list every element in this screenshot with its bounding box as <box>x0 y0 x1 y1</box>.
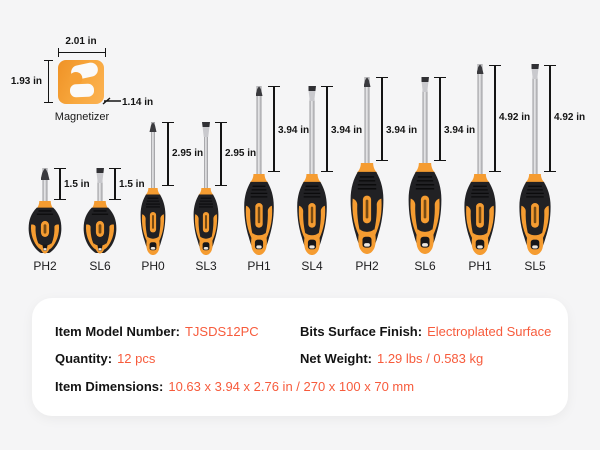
dimension-bracket <box>162 122 174 186</box>
screwdriver-9: 4.92 in PH1 <box>440 0 530 450</box>
tip-size-label: SL4 <box>301 259 323 273</box>
dimension-bracket <box>489 65 501 172</box>
phillips-tip <box>255 86 263 96</box>
magnetizer-photo <box>58 60 104 104</box>
tip-size-label: PH1 <box>247 259 271 273</box>
screwdriver-6: 3.94 in SL4 <box>272 0 362 450</box>
screwdriver-shaft <box>421 77 429 165</box>
spec-quantity-value: 12 pcs <box>117 351 156 366</box>
screwdriver-shaft <box>255 86 263 175</box>
shaft-length-label: 3.94 in <box>386 125 418 136</box>
screwdriver-2: 1.5 in SL6 <box>60 0 145 450</box>
tip-size-label: SL3 <box>195 259 217 273</box>
shaft-length-label: 1.5 in <box>119 179 145 190</box>
spec-quantity-label: Quantity: <box>55 351 113 366</box>
tip-size-label: PH0 <box>141 259 165 273</box>
spec-weight-label: Net Weight: <box>300 351 372 366</box>
dimension-bracket <box>109 168 121 200</box>
screwdriver-shaft <box>40 168 50 202</box>
screwdriver-shaft <box>96 168 104 202</box>
screwdriver-4: 2.95 in SL3 <box>166 0 256 450</box>
screwdriver-shaft <box>202 122 210 189</box>
screwdriver-7: 3.94 in PH2 <box>327 0 417 450</box>
dimension-bracket <box>434 77 446 161</box>
phillips-tip <box>363 77 371 87</box>
spec-quantity: Quantity: 12 pcs <box>55 351 155 367</box>
shaft-length-label: 1.5 in <box>64 179 90 190</box>
magnetizer-name-label: Magnetizer <box>54 111 110 123</box>
screwdriver-8: 3.94 in SL6 <box>385 0 475 450</box>
tip-size-label: SL6 <box>89 259 111 273</box>
shaft-length-label: 4.92 in <box>554 112 586 123</box>
magnetizer-height-label: 1.93 in <box>10 76 42 87</box>
spec-model-label: Item Model Number: <box>55 324 180 339</box>
slotted-tip <box>421 77 429 92</box>
tip-size-label: PH2 <box>33 259 57 273</box>
shaft-length-label: 2.95 in <box>172 148 204 159</box>
screwdriver-shaft <box>531 64 539 175</box>
shaft-length-label: 4.92 in <box>499 112 531 123</box>
spec-finish: Bits Surface Finish: Electroplated Surfac… <box>300 324 551 340</box>
spec-dimensions-label: Item Dimensions: <box>55 379 164 394</box>
shaft-length-label: 3.94 in <box>278 125 310 136</box>
magnetizer-width-label: 2.01 in <box>65 36 97 47</box>
screwdriver-handle <box>191 188 222 255</box>
dimension-bracket <box>376 77 388 161</box>
magnetizer-height-line <box>44 60 53 103</box>
magnetizer-depth-label: 1.14 in <box>122 97 154 108</box>
screwdriver-5: 3.94 in PH1 <box>219 0 309 450</box>
magnetizer-width-line <box>58 48 106 57</box>
spec-weight-value: 1.29 lbs / 0.583 kg <box>376 351 484 366</box>
spec-weight: Net Weight: 1.29 lbs / 0.583 kg <box>300 351 483 367</box>
spec-model-value: TJSDS12PC <box>184 324 259 339</box>
magnetizer-depth-leader <box>102 97 121 105</box>
spec-finish-value: Electroplated Surface <box>427 324 552 339</box>
phillips-tip <box>476 64 484 74</box>
shaft-length-label: 3.94 in <box>444 125 476 136</box>
spec-dimensions: Item Dimensions: 10.63 x 3.94 x 2.76 in /… <box>55 379 414 395</box>
dimension-bracket <box>268 86 280 172</box>
screwdriver-1: 1.5 in PH2 <box>5 0 90 450</box>
screwdriver-10: 4.92 in SL5 <box>495 0 585 450</box>
screwdriver-shaft <box>308 86 316 175</box>
screwdriver-shaft <box>476 64 484 175</box>
shaft-length-label: 2.95 in <box>225 148 257 159</box>
screwdriver-handle <box>461 174 500 255</box>
tip-size-label: PH1 <box>468 259 492 273</box>
phillips-tip <box>149 122 157 132</box>
spec-finish-label: Bits Surface Finish: <box>300 324 423 339</box>
slotted-tip <box>202 122 210 137</box>
spec-model: Item Model Number: TJSDS12PC <box>55 324 259 340</box>
screwdriver-shaft <box>363 77 371 165</box>
slotted-tip <box>308 86 316 101</box>
spec-card: Item Model Number: TJSDS12PC Bits Surface… <box>32 298 568 416</box>
screwdriver-3: 2.95 in PH0 <box>113 0 203 450</box>
shaft-length-label: 3.94 in <box>331 125 363 136</box>
screwdriver-handle <box>516 174 555 255</box>
screwdriver-handle <box>27 201 63 254</box>
screwdriver-handle <box>294 174 331 255</box>
dimension-bracket <box>215 122 227 186</box>
spec-dimensions-value: 10.63 x 3.94 x 2.76 in / 270 x 100 x 70 … <box>168 379 415 394</box>
screwdriver-handle <box>347 163 388 254</box>
tip-size-label: PH2 <box>355 259 379 273</box>
slotted-tip <box>531 64 539 79</box>
slotted-tip <box>96 168 104 183</box>
dimension-bracket <box>321 86 333 172</box>
phillips-tip <box>40 168 50 180</box>
tip-size-label: SL5 <box>524 259 546 273</box>
screwdriver-shaft <box>149 122 157 189</box>
tip-size-label: SL6 <box>414 259 436 273</box>
screwdriver-handle <box>138 188 169 255</box>
dimension-bracket <box>544 65 556 172</box>
dimension-bracket <box>54 168 66 200</box>
